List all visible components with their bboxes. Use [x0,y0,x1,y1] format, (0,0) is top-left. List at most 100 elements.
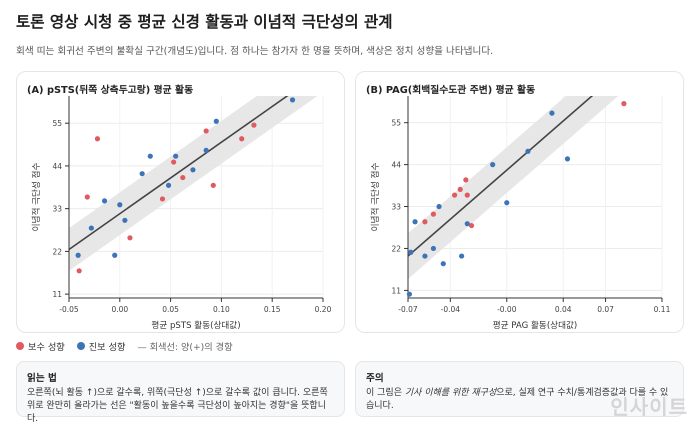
data-point-conservative [251,122,257,128]
x-tick-label: 0.20 [315,305,332,314]
y-tick-label: 44 [391,161,401,170]
x-tick-label: -0.00 [497,305,517,314]
data-point-liberal [101,198,108,204]
x-tick-label: 0.04 [555,305,572,314]
legend-item-trend-line: — 회색선: 양(+)의 경향 [137,339,232,353]
caution-title: 주의 [366,373,384,384]
scatter-plot-pSTS: -0.05 0.00 0.05 0.10 0.15 0.20 11 22 33 44 55 평균 pS… [30,96,332,331]
caution-body-post: 으로, 실제 연구 수치/통계검증값과 다를 수 있습니다. [366,388,669,411]
data-point-conservative [84,194,90,200]
data-point-conservative [127,235,133,241]
data-point-conservative [76,268,82,274]
chart-title-a: (A) pSTS(뒤쪽 상측두고랑) 평균 활동 [27,85,194,96]
caution-card: 주의 이 그림은 기사 이해를 위한 재구성으로, 실제 연구 수치/통계검증값… [355,361,684,417]
data-point-conservative [463,177,469,183]
data-point-conservative [621,101,627,107]
y-tick-label: 11 [391,286,401,295]
y-tick-label: 11 [52,290,62,299]
data-point-liberal [422,253,428,259]
data-point-conservative [422,219,428,225]
data-point-liberal [165,182,172,188]
data-point-liberal [436,203,442,210]
data-point-conservative [468,222,475,229]
watermark-logo: 인사이트 [610,395,688,419]
data-point-liberal [173,153,179,159]
caution-body-pre: 이 그림은 [366,388,405,398]
x-tick-label: 0.11 [654,305,671,314]
x-axis-label: 평균 PAG 활동(상대값) [493,319,578,331]
data-point-liberal [408,249,414,255]
data-point-liberal [190,167,196,173]
x-tick-label: 0.00 [111,305,128,314]
legend: 보수 성향 진보 성향 — 회색선: 양(+)의 경향 [16,339,245,353]
data-point-liberal [289,97,296,103]
x-tick-label: 0.15 [264,305,281,314]
caution-body-emphasis: 기사 이해를 위한 재구성 [404,388,497,398]
chart-panel-pSTS: (A) pSTS(뒤쪽 상측두고랑) 평균 활동 -0.05 0.00 0.05 0.… [16,71,345,333]
reading-guide-body: 오른쪽(뇌 활동 ↑)으로 갈수록, 위쪽(극단성 ↑)으로 갈수록 값이 큽니… [27,388,328,424]
legend-dot-conservative-icon [16,342,24,350]
x-tick-label: 0.05 [162,305,179,314]
y-axis-label: 이념적 극단성 점수 [30,163,42,232]
y-tick-label: 44 [52,162,62,171]
legend-item-conservative: 보수 성향 [16,339,65,353]
data-point-liberal [117,202,123,208]
data-point-conservative [239,136,245,142]
legend-label-conservative: 보수 성향 [28,342,65,353]
data-point-liberal [122,217,128,223]
data-point-conservative [171,159,177,165]
x-tick-label: -0.07 [398,305,418,314]
trend-line [408,96,594,257]
page-subtitle: 회색 띠는 회귀선 주변의 불확실 구간(개념도)입니다. 점 하나는 참가자 … [16,46,494,57]
legend-item-liberal: 진보 성향 [76,339,126,353]
y-tick-label: 55 [52,119,62,128]
y-tick-label: 33 [391,203,401,212]
data-point-liberal [406,291,413,297]
data-point-liberal [504,200,510,206]
data-point-liberal [549,110,555,116]
data-point-liberal [139,171,145,177]
page-title: 토론 영상 시청 중 평균 신경 활동과 이념적 극단성의 관계 [16,13,393,31]
data-point-liberal [88,225,94,231]
reading-guide-title: 읽는 법 [27,373,57,384]
data-point-conservative [94,136,101,142]
data-point-conservative [464,192,470,198]
chart-title-b: (B) PAG(회백질수도관 주변) 평균 활동 [366,85,536,96]
data-point-liberal [464,221,470,227]
x-tick-label: 0.07 [597,305,614,314]
data-point-conservative [457,186,463,192]
data-point-liberal [147,153,153,159]
trend-group [69,96,318,271]
y-tick-label: 22 [391,244,401,253]
legend-label-liberal: 진보 성향 [88,342,126,353]
data-point-liberal [525,148,531,154]
data-point-liberal [430,245,436,252]
confidence-band [69,96,318,271]
data-point-liberal [75,252,81,258]
data-point-liberal [213,118,219,124]
y-tick-label: 33 [52,205,62,214]
chart-panel-PAG: (B) PAG(회백질수도관 주변) 평균 활동 -0.07 -0.04 -0.00… [355,71,684,333]
x-tick-label: -0.05 [59,305,79,314]
trend-line [69,96,289,251]
data-point-liberal [203,147,209,153]
data-point-liberal [564,156,571,162]
y-axis-label: 이념적 극단성 점수 [369,163,381,232]
y-tick-label: 22 [52,247,62,256]
data-point-conservative [451,192,458,198]
reading-guide-card: 읽는 법 오른쪽(뇌 활동 ↑)으로 갈수록, 위쪽(극단성 ↑)으로 갈수록 … [16,361,345,424]
data-point-conservative [159,196,166,202]
data-point-liberal [112,252,118,258]
data-point-conservative [430,211,436,217]
data-point-conservative [203,128,209,134]
x-tick-label: 0.10 [213,305,230,314]
trend-group [408,96,619,279]
data-point-conservative [180,174,186,181]
confidence-band [408,96,619,279]
y-tick-label: 55 [391,119,401,128]
x-tick-label: -0.04 [441,305,461,314]
data-point-liberal [490,162,496,168]
legend-dot-liberal-icon [76,342,85,350]
data-point-liberal [440,261,446,267]
data-point-liberal [412,219,418,225]
